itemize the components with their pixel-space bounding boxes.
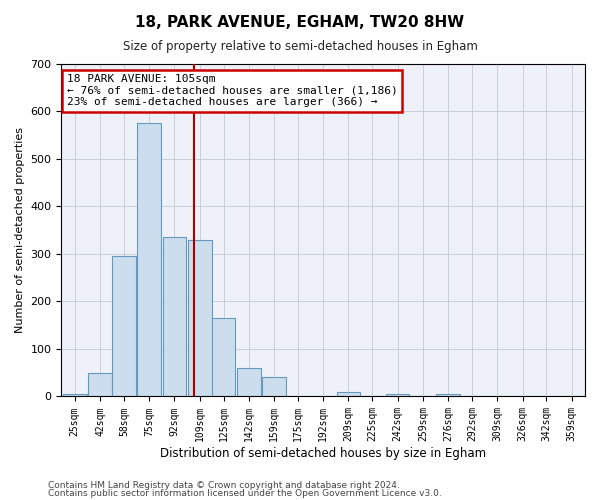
- Text: 18, PARK AVENUE, EGHAM, TW20 8HW: 18, PARK AVENUE, EGHAM, TW20 8HW: [136, 15, 464, 30]
- Bar: [88, 372, 112, 396]
- Bar: [337, 392, 361, 396]
- Text: Contains public sector information licensed under the Open Government Licence v3: Contains public sector information licen…: [48, 489, 442, 498]
- Text: 18 PARK AVENUE: 105sqm
← 76% of semi-detached houses are smaller (1,186)
23% of : 18 PARK AVENUE: 105sqm ← 76% of semi-det…: [67, 74, 397, 107]
- Bar: [386, 394, 409, 396]
- Bar: [63, 394, 86, 396]
- Bar: [237, 368, 261, 396]
- Text: Contains HM Land Registry data © Crown copyright and database right 2024.: Contains HM Land Registry data © Crown c…: [48, 480, 400, 490]
- Bar: [112, 256, 136, 396]
- Bar: [262, 378, 286, 396]
- Bar: [212, 318, 235, 396]
- Y-axis label: Number of semi-detached properties: Number of semi-detached properties: [15, 127, 25, 333]
- X-axis label: Distribution of semi-detached houses by size in Egham: Distribution of semi-detached houses by …: [160, 447, 486, 460]
- Bar: [188, 240, 212, 396]
- Bar: [163, 238, 187, 396]
- Text: Size of property relative to semi-detached houses in Egham: Size of property relative to semi-detach…: [122, 40, 478, 53]
- Bar: [436, 394, 460, 396]
- Bar: [137, 124, 161, 396]
